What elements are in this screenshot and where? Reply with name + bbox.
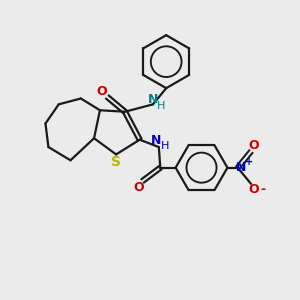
Text: O: O [249,139,259,152]
Text: O: O [97,85,107,98]
Text: H: H [160,141,169,151]
Text: N: N [148,93,158,106]
Text: +: + [245,158,253,167]
Text: O: O [249,183,259,196]
Text: O: O [134,181,144,194]
Text: -: - [261,183,266,196]
Text: H: H [157,101,165,111]
Text: N: N [236,161,246,174]
Text: N: N [151,134,162,147]
Text: S: S [111,155,121,169]
